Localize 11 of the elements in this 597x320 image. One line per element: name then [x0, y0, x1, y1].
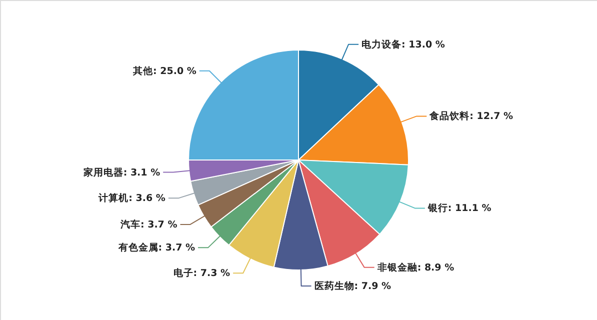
slice-label: 医药生物: 7.9 % [314, 280, 392, 292]
slice-label: 电子: 7.3 % [173, 267, 231, 280]
slice-label: 非银金融: 8.9 % [376, 261, 455, 274]
slice-label: 食品饮料: 12.7 % [428, 110, 514, 122]
slice-label: 电力设备: 13.0 % [362, 38, 446, 50]
slice-label: 有色金属: 3.7 % [117, 242, 196, 254]
slice-label: 家用电器: 3.1 % [82, 166, 161, 178]
slice-label: 汽车: 3.7 % [119, 218, 178, 230]
slice-label: 银行: 11.1 % [426, 202, 492, 214]
slice-label: 计算机: 3.6 % [98, 192, 166, 204]
slice-label: 其他: 25.0 % [132, 64, 197, 77]
